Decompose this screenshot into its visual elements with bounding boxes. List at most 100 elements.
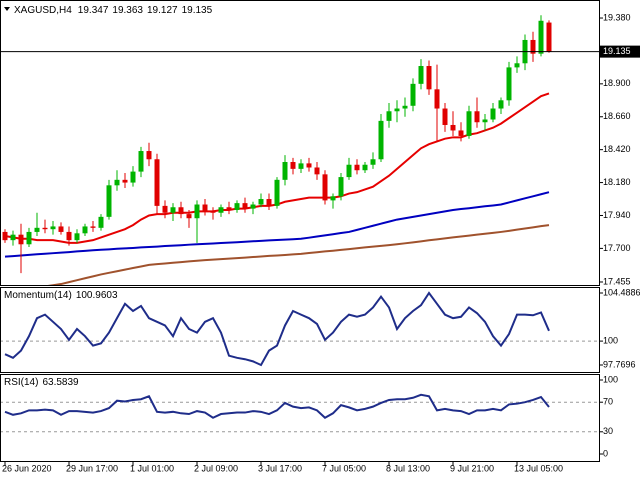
y-tick-label: 30 [603,426,613,436]
indicator-value: 100.9603 [76,290,118,301]
candle-body [450,124,456,131]
candle-body [170,207,176,213]
candle-body [154,159,160,206]
current-price-box [600,45,640,58]
y-tick-label: 17.455 [603,276,631,286]
candle-body [306,163,312,168]
candle-body [410,83,416,106]
candle-body [402,105,408,109]
y-tick-label: 97.7696 [603,359,636,369]
candle-body [290,162,296,169]
candle-body [146,151,152,160]
x-tick-label: 8 Jul 13:00 [386,463,430,473]
momentum-title: Momentum(14) 100.9603 [4,290,118,301]
candle-body [90,226,96,228]
candle-body [194,204,200,219]
candle-body [66,231,72,241]
collapse-icon [4,7,10,11]
candle-body [346,164,352,178]
candle-body [234,203,240,210]
candle-body [82,226,88,234]
ohlc-open: 19.347 [78,5,109,16]
x-tick-label: 1 Jul 01:00 [130,463,174,473]
x-tick-label: 29 Jun 17:00 [66,463,118,473]
candle-body [114,179,120,186]
candle-body [298,163,304,169]
candle-body [138,151,144,172]
x-tick-label: 9 Jul 21:00 [450,463,494,473]
candle-body [370,159,376,165]
candle-body [506,67,512,101]
candle-body [482,119,488,123]
rsi-panel-frame [0,374,600,462]
current-price-label: 19.135 [603,46,631,56]
symbol: XAGUSD,H4 [14,5,72,16]
candle-body [34,227,40,232]
y-tick-label: 18.180 [603,177,631,187]
candle-body [130,171,136,183]
candle-body [2,231,8,241]
candle-body [474,111,480,123]
x-tick-label: 2 Jul 09:00 [194,463,238,473]
y-tick-label: 18.660 [603,111,631,121]
candle-body [178,207,184,215]
moving-average [4,191,550,258]
x-tick-label: 7 Jul 05:00 [322,463,366,473]
candle-body [458,130,464,136]
main-title: XAGUSD,H4 19.347 19.363 19.127 19.135 [14,5,213,16]
candle-body [26,231,32,245]
y-tick-label: 18.420 [603,144,631,154]
candle-body [354,164,360,171]
x-tick-label: 13 Jul 05:00 [514,463,563,473]
candle-body [546,22,552,52]
candle-body [530,39,536,54]
plot-area [2,15,552,285]
candle-body [490,108,496,120]
y-tick-label: 19.380 [603,12,631,22]
y-tick-label: 104.4886 [603,287,640,297]
candle-body [74,233,80,241]
candle-body [426,66,432,90]
candle-body [378,120,384,160]
indicator-line [4,393,550,419]
candle-body [42,227,48,230]
candle-body [10,234,16,241]
plot-area [1,393,599,433]
candle-body [418,66,424,84]
candle-body [50,226,56,230]
candle-body [498,100,504,109]
candle-body [242,203,248,209]
candle-body [466,111,472,136]
plot-area [1,291,599,367]
y-tick-label: 18.900 [603,78,631,88]
rsi-title: RSI(14) 63.5839 [4,377,79,388]
candle-body [98,216,104,228]
candle-body [338,177,344,197]
main-panel-frame [0,0,600,286]
candle-body [330,196,336,201]
y-tick-label: 0 [603,448,608,458]
candle-body [282,162,288,180]
moving-average [47,224,550,285]
candle-body [442,108,448,125]
x-tick-label: 26 Jun 2020 [2,463,52,473]
candle-body [322,174,328,201]
candle-body [274,179,280,206]
indicator-line [4,291,550,367]
candle-body [202,204,208,212]
candle-body [186,214,192,219]
y-tick-label: 70 [603,397,613,407]
y-tick-label: 100 [603,374,618,384]
y-tick-label: 17.700 [603,243,631,253]
indicator-name: RSI(14) [4,377,38,388]
y-tick-label: 17.940 [603,210,631,220]
candle-body [434,89,440,109]
indicator-value: 63.5839 [42,377,79,388]
candle-body [162,205,168,213]
candle-body [122,179,128,183]
y-tick-label: 100 [603,335,618,345]
candle-body [266,199,272,206]
candle-body [18,234,24,245]
